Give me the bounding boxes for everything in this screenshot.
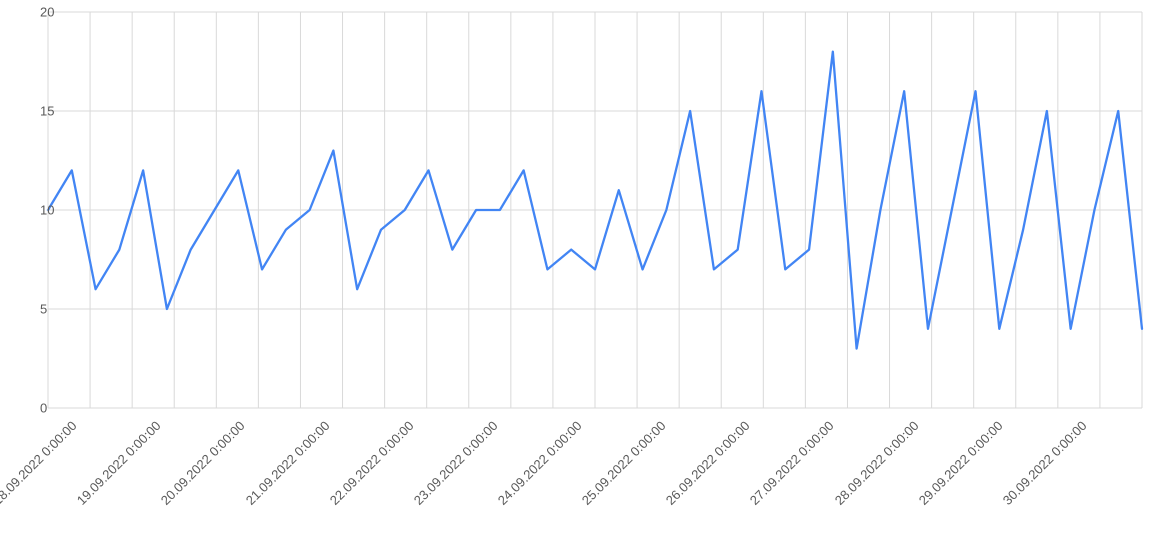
line-chart: 0510152018.09.2022 0:00:0019.09.2022 0:0… — [0, 0, 1152, 538]
chart-svg — [0, 0, 1152, 538]
